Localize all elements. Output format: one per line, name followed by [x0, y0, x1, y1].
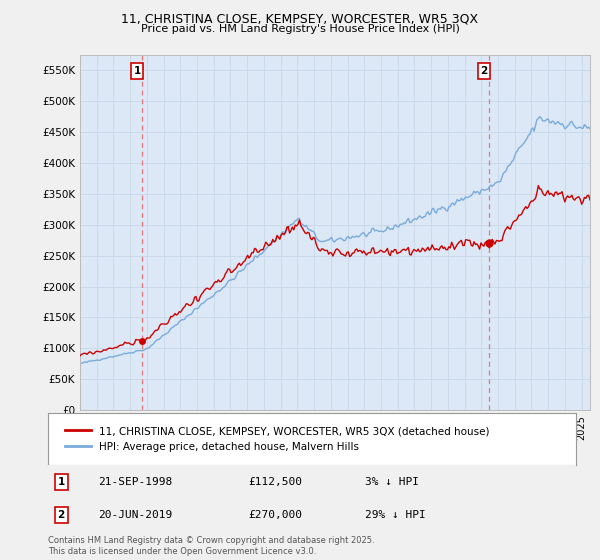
Text: 11, CHRISTINA CLOSE, KEMPSEY, WORCESTER, WR5 3QX: 11, CHRISTINA CLOSE, KEMPSEY, WORCESTER,…	[121, 12, 479, 25]
Text: 21-SEP-1998: 21-SEP-1998	[98, 477, 172, 487]
Text: £270,000: £270,000	[248, 510, 302, 520]
Text: 20-JUN-2019: 20-JUN-2019	[98, 510, 172, 520]
Text: Contains HM Land Registry data © Crown copyright and database right 2025.
This d: Contains HM Land Registry data © Crown c…	[48, 536, 374, 556]
Text: 1: 1	[58, 477, 65, 487]
Text: 1: 1	[134, 66, 141, 76]
Legend: 11, CHRISTINA CLOSE, KEMPSEY, WORCESTER, WR5 3QX (detached house), HPI: Average : 11, CHRISTINA CLOSE, KEMPSEY, WORCESTER,…	[58, 420, 496, 458]
Text: 3% ↓ HPI: 3% ↓ HPI	[365, 477, 419, 487]
Text: 29% ↓ HPI: 29% ↓ HPI	[365, 510, 425, 520]
Text: 2: 2	[58, 510, 65, 520]
Text: Price paid vs. HM Land Registry's House Price Index (HPI): Price paid vs. HM Land Registry's House …	[140, 24, 460, 34]
Text: 2: 2	[481, 66, 488, 76]
Text: £112,500: £112,500	[248, 477, 302, 487]
